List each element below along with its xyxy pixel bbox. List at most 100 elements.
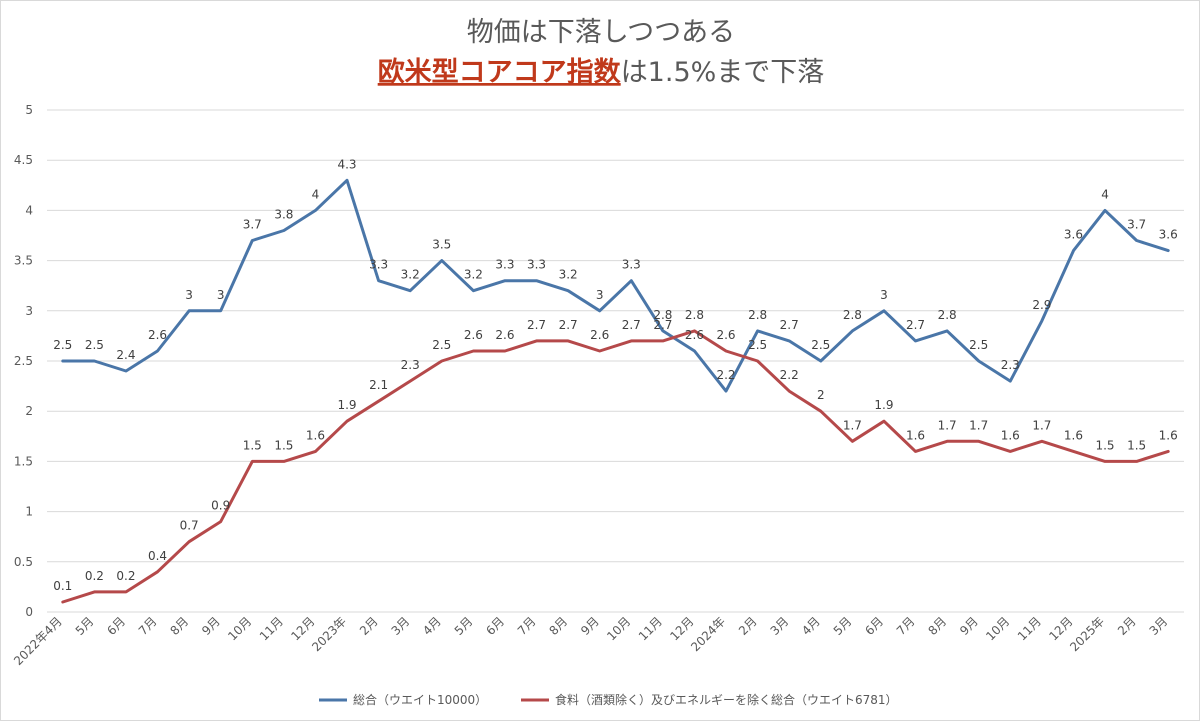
y-tick-label: 0 [25, 605, 33, 619]
x-tick-label: 2022年4月 [11, 614, 65, 668]
x-tick-label: 8月 [167, 614, 191, 638]
data-label: 3.7 [1127, 218, 1146, 232]
x-tick-label: 6月 [483, 614, 507, 638]
x-tick-label: 3月 [1147, 614, 1171, 638]
data-label: 3 [880, 288, 888, 302]
data-label: 2.6 [590, 328, 609, 342]
data-label: 2.8 [938, 308, 957, 322]
x-tick-label: 2月 [357, 614, 381, 638]
data-label: 3.2 [559, 268, 578, 282]
y-tick-label: 3 [25, 304, 33, 318]
data-label: 2.7 [906, 318, 925, 332]
data-label: 2.5 [969, 338, 988, 352]
x-tick-label: 8月 [925, 614, 949, 638]
data-label: 1.5 [1095, 438, 1114, 452]
y-tick-label: 1.5 [14, 454, 33, 468]
data-label: 1.6 [906, 428, 925, 442]
x-tick-label: 7月 [136, 614, 160, 638]
data-label: 3.7 [243, 218, 262, 232]
data-label: 1.7 [969, 418, 988, 432]
data-label: 1.7 [938, 418, 957, 432]
data-label: 3.6 [1159, 228, 1178, 242]
y-tick-label: 0.5 [14, 555, 33, 569]
data-label: 1.6 [1064, 428, 1083, 442]
legend-label: 総合（ウエイト10000） [353, 692, 487, 707]
data-label: 2.6 [464, 328, 483, 342]
data-label: 3.3 [369, 258, 388, 272]
data-label: 2.9 [1032, 298, 1051, 312]
series-line-1 [61, 329, 1170, 604]
x-tick-label: 5月 [73, 614, 97, 638]
data-label: 1.9 [874, 398, 893, 412]
data-label: 1.6 [1001, 428, 1020, 442]
data-label: 0.9 [211, 499, 230, 513]
chart-title-line2: 欧米型コアコア指数は1.5%まで下落 [378, 57, 825, 88]
data-label: 3 [217, 288, 225, 302]
data-label: 2.5 [432, 338, 451, 352]
data-labels: 2.5 2.5 2.4 2.6 3 3 3.7 3.8 4 4.3 3.3 3.2 3.5 3.2 3.3 3… [53, 157, 1178, 593]
data-label: 1.6 [1159, 428, 1178, 442]
legend: 総合（ウエイト10000） 食料（酒類除く）及びエネルギーを除く総合（ウエイト67… [319, 692, 898, 707]
x-tick-label: 10月 [983, 614, 1012, 643]
x-tick-label: 10月 [225, 614, 254, 643]
data-label: 2.5 [53, 338, 72, 352]
x-tick-label: 2025年 [1067, 614, 1107, 654]
x-tick-label: 2月 [1115, 614, 1139, 638]
x-tick-label: 11月 [257, 614, 286, 643]
data-label: 2.8 [748, 308, 767, 322]
y-axis-tick-labels: 0 0.5 1 1.5 2 2.5 3 3.5 4 4.5 5 [14, 103, 33, 619]
y-tick-label: 2 [25, 404, 33, 418]
data-label: 1.9 [337, 398, 356, 412]
data-label: 3.3 [527, 258, 546, 272]
x-tick-label: 9月 [199, 614, 223, 638]
data-label: 2.3 [1001, 358, 1020, 372]
x-tick-label: 8月 [546, 614, 570, 638]
data-label: 1.7 [1032, 418, 1051, 432]
data-label: 0.7 [180, 519, 199, 533]
data-label: 3.2 [464, 268, 483, 282]
data-label: 2.7 [559, 318, 578, 332]
x-tick-label: 5月 [452, 614, 476, 638]
y-tick-label: 1 [25, 505, 33, 519]
data-label: 2.6 [148, 328, 167, 342]
data-label: 4 [1101, 187, 1109, 201]
data-label: 1.7 [843, 418, 862, 432]
y-tick-label: 2.5 [14, 354, 33, 368]
data-label: 4 [312, 187, 320, 201]
data-label: 3.8 [274, 207, 293, 221]
data-label: 3.2 [401, 268, 420, 282]
x-tick-label: 6月 [104, 614, 128, 638]
data-label: 2 [817, 388, 825, 402]
gridlines [47, 109, 1184, 613]
data-label: 2.5 [85, 338, 104, 352]
x-tick-label: 3月 [768, 614, 792, 638]
y-tick-label: 4.5 [14, 153, 33, 167]
data-label: 2.5 [748, 338, 767, 352]
data-label: 1.6 [306, 428, 325, 442]
x-tick-label: 7月 [894, 614, 918, 638]
data-label: 3.6 [1064, 228, 1083, 242]
x-tick-label: 2月 [736, 614, 760, 638]
x-tick-label: 7月 [515, 614, 539, 638]
y-tick-label: 5 [25, 103, 33, 117]
chart-title-emphasis: 欧米型コアコア指数 [378, 57, 622, 88]
x-tick-label: 2024年 [688, 614, 728, 654]
data-label: 2.1 [369, 378, 388, 392]
data-label: 1.5 [1127, 438, 1146, 452]
data-label: 2.4 [116, 348, 135, 362]
data-label: 2.3 [401, 358, 420, 372]
data-label: 2.7 [780, 318, 799, 332]
data-label: 2.5 [811, 338, 830, 352]
data-label: 3.5 [432, 238, 451, 252]
data-label: 2.6 [495, 328, 514, 342]
x-tick-label: 9月 [957, 614, 981, 638]
x-tick-label: 9月 [578, 614, 602, 638]
data-label: 2.8 [843, 308, 862, 322]
data-label: 1.5 [274, 438, 293, 452]
data-label: 2.8 [685, 308, 704, 322]
data-label: 2.2 [780, 368, 799, 382]
data-label: 2.8 [653, 308, 672, 322]
x-tick-label: 10月 [604, 614, 633, 643]
